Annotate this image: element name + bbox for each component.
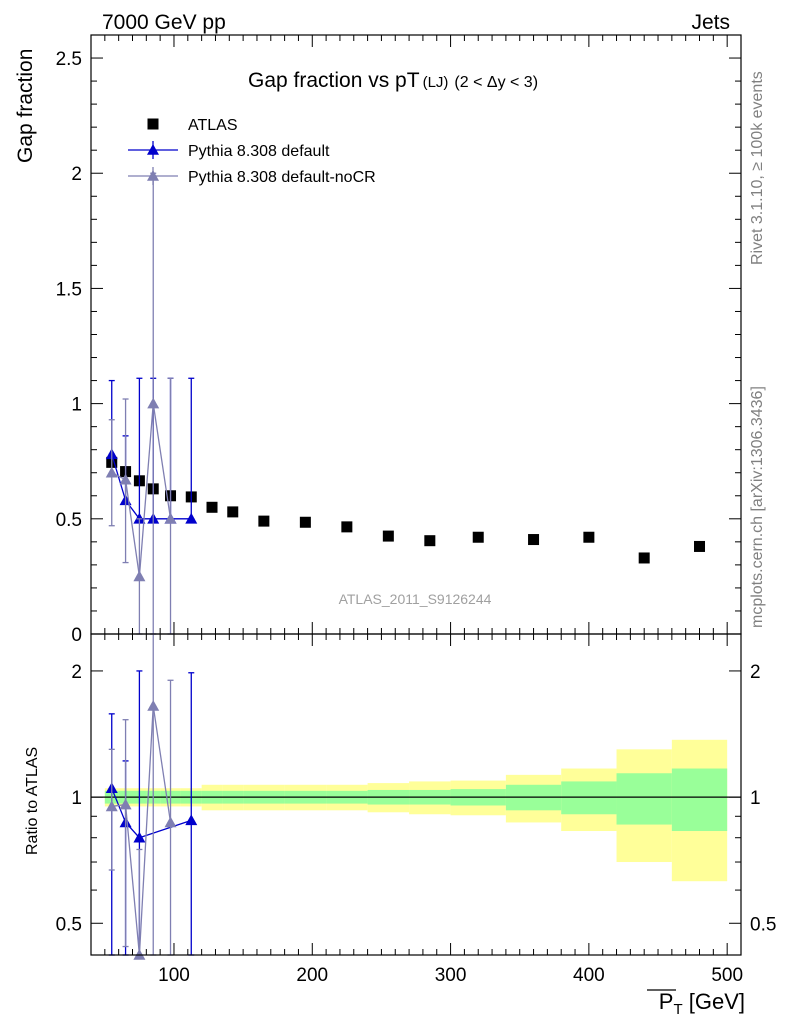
- analysis-watermark: ATLAS_2011_S9126244: [339, 591, 492, 607]
- pythia-8-308-default-nocr-point: [119, 473, 132, 485]
- ratio-y-tick-label-left: 1: [71, 788, 82, 809]
- ratio-panel: 0.5 0.5 1 1 2 2 100 200 300 400 500 Ratio to ATLAS…: [24, 633, 776, 1018]
- pythia-8-308-default-legend-label: Pythia 8.308 default: [188, 143, 330, 160]
- atlas-point: [299, 516, 311, 528]
- x-tick-label: 300: [435, 965, 467, 986]
- y-tick-label: 1: [71, 395, 82, 416]
- pythia-8-308-default-nocr-legend-marker: [147, 170, 159, 181]
- x-axis-label-unit: [GeV]: [683, 989, 745, 1014]
- pythia-8-308-default-nocr-point: [164, 512, 177, 524]
- atlas-point: [227, 506, 239, 518]
- x-tick-label: 500: [711, 965, 743, 986]
- x-tick-label: 100: [158, 965, 190, 986]
- pythia-8-308-default-ratio-point: [185, 814, 198, 826]
- y-tick-label: 1.5: [56, 279, 82, 300]
- stat-uncertainty-band: [616, 773, 672, 825]
- atlas-legend-marker: [147, 118, 159, 130]
- mcplots-credit-label: mcplots.cern.ch [arXiv:1306.3436]: [749, 386, 766, 628]
- x-axis-label-symbol: P: [659, 989, 674, 1014]
- ratio-y-tick-label-right: 2: [750, 662, 761, 683]
- atlas-point: [258, 515, 270, 527]
- main-chart-title-text: Gap fraction vs pT: [248, 69, 420, 92]
- pythia-8-308-default-nocr-ratio-point: [164, 816, 177, 828]
- main-chart-title-range: (2 < Δy < 3): [454, 74, 538, 91]
- pythia-8-308-default-legend-marker: [147, 144, 159, 155]
- main-axes: 0 0.5 1 1.5 2 2.5: [56, 34, 742, 646]
- pythia-8-308-default-ratio-point: [133, 831, 146, 843]
- atlas-point: [583, 531, 595, 543]
- main-y-axis-label: Gap fraction: [14, 49, 37, 163]
- pythia-8-308-default-nocr-ratio-point: [147, 699, 160, 711]
- main-chart-title-suffix: (LJ): [423, 74, 449, 91]
- pythia-8-308-default-nocr-point: [105, 466, 118, 478]
- x-axis-label-subscript: T: [673, 1001, 682, 1018]
- pythia-8-308-default-nocr-ratio-point: [119, 798, 132, 810]
- y-tick-label: 0: [71, 625, 82, 646]
- ratio-uncertainty-bands: [91, 739, 741, 882]
- stat-uncertainty-band: [671, 768, 728, 832]
- atlas-point: [382, 530, 394, 542]
- x-axis-label: PT [GeV]: [659, 989, 745, 1018]
- pythia-8-308-default-nocr-point: [147, 397, 160, 409]
- ratio-y-tick-label-right: 0.5: [750, 914, 776, 935]
- ratio-y-axis-label: Ratio to ATLAS: [24, 747, 41, 855]
- main-chart-title: Gap fraction vs pT (LJ) (2 < Δy < 3): [248, 69, 538, 92]
- ratio-y-tick-label-left: 2: [71, 662, 82, 683]
- header-left-label: 7000 GeV pp: [102, 11, 226, 34]
- ratio-y-tick-label-right: 1: [750, 788, 761, 809]
- y-tick-label: 2.5: [56, 49, 82, 70]
- ratio-axes: 0.5 0.5 1 1 2 2 100 200 300 400 500: [56, 634, 776, 986]
- main-marks: [105, 172, 706, 635]
- header-right-label: Jets: [691, 11, 730, 34]
- y-tick-label: 0.5: [56, 510, 82, 531]
- y-tick-label: 2: [71, 164, 82, 185]
- atlas-point: [694, 540, 706, 552]
- rivet-version-label: Rivet 3.1.10, ≥ 100k events: [749, 71, 766, 265]
- pythia-8-308-default-line: [111, 454, 192, 520]
- x-tick-label: 200: [296, 965, 328, 986]
- atlas-point: [528, 534, 540, 546]
- pythia-8-308-default-nocr-point: [133, 570, 146, 582]
- x-tick-label: 400: [573, 965, 605, 986]
- pythia-8-308-default-nocr-line: [111, 403, 172, 577]
- main-panel: 0 0.5 1 1.5 2 2.5 Gap fraction Gap fraction v…: [14, 34, 742, 646]
- stat-uncertainty-band: [561, 781, 617, 815]
- atlas-point: [206, 501, 218, 513]
- ratio-panel-frame: [90, 633, 742, 956]
- pythia-8-308-default-nocr-ratio-point: [105, 800, 118, 812]
- atlas-point: [424, 535, 436, 547]
- atlas-point: [341, 521, 353, 533]
- atlas-point: [472, 531, 484, 543]
- atlas-legend-label: ATLAS: [188, 117, 238, 134]
- ratio-y-tick-label-left: 0.5: [56, 914, 82, 935]
- legend: ATLAS Pythia 8.308 default Pythia 8.308 de…: [128, 117, 376, 186]
- atlas-point: [638, 552, 650, 564]
- pythia-8-308-default-point: [185, 512, 198, 524]
- pythia-8-308-default-nocr-legend-label: Pythia 8.308 default-noCR: [188, 169, 376, 186]
